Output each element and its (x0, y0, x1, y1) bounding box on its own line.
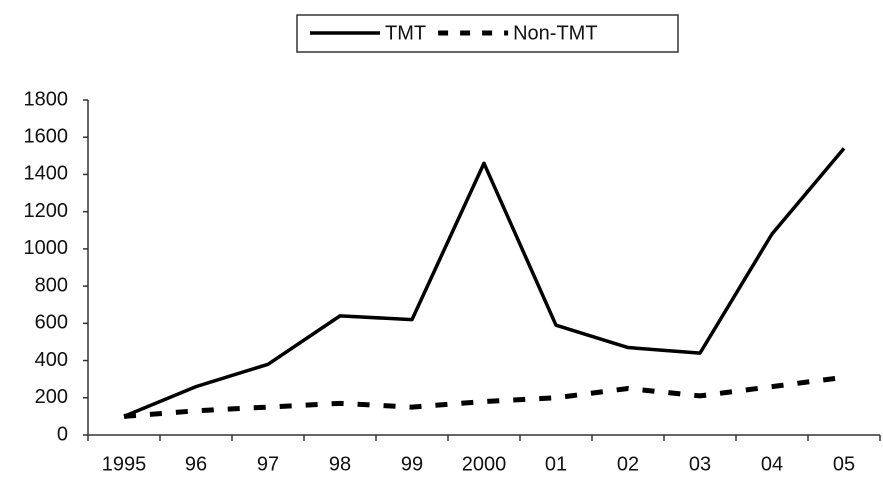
x-tick-label: 99 (401, 453, 423, 475)
legend-label: Non-TMT (513, 22, 597, 44)
y-tick-label: 200 (35, 386, 68, 408)
y-tick-label: 1000 (24, 237, 69, 259)
y-tick-label: 1600 (24, 126, 69, 148)
x-tick-label: 98 (329, 453, 351, 475)
x-tick-label: 97 (257, 453, 279, 475)
x-tick-label: 03 (689, 453, 711, 475)
x-tick-label: 02 (617, 453, 639, 475)
x-tick-label: 05 (833, 453, 855, 475)
y-tick-label: 1800 (24, 88, 69, 110)
y-tick-label: 0 (57, 423, 68, 445)
y-tick-label: 400 (35, 349, 68, 371)
series-line (123, 374, 845, 419)
series-line (123, 147, 846, 419)
x-tick-label: 2000 (462, 453, 507, 475)
x-tick-label: 01 (545, 453, 567, 475)
x-tick-label: 96 (185, 453, 207, 475)
y-tick-label: 1200 (24, 200, 69, 222)
x-tick-label: 1995 (102, 453, 147, 475)
x-tick-label: 04 (761, 453, 783, 475)
y-tick-label: 1400 (24, 163, 69, 185)
legend-label: TMT (385, 22, 426, 44)
y-tick-label: 800 (35, 274, 68, 296)
y-tick-label: 600 (35, 312, 68, 334)
